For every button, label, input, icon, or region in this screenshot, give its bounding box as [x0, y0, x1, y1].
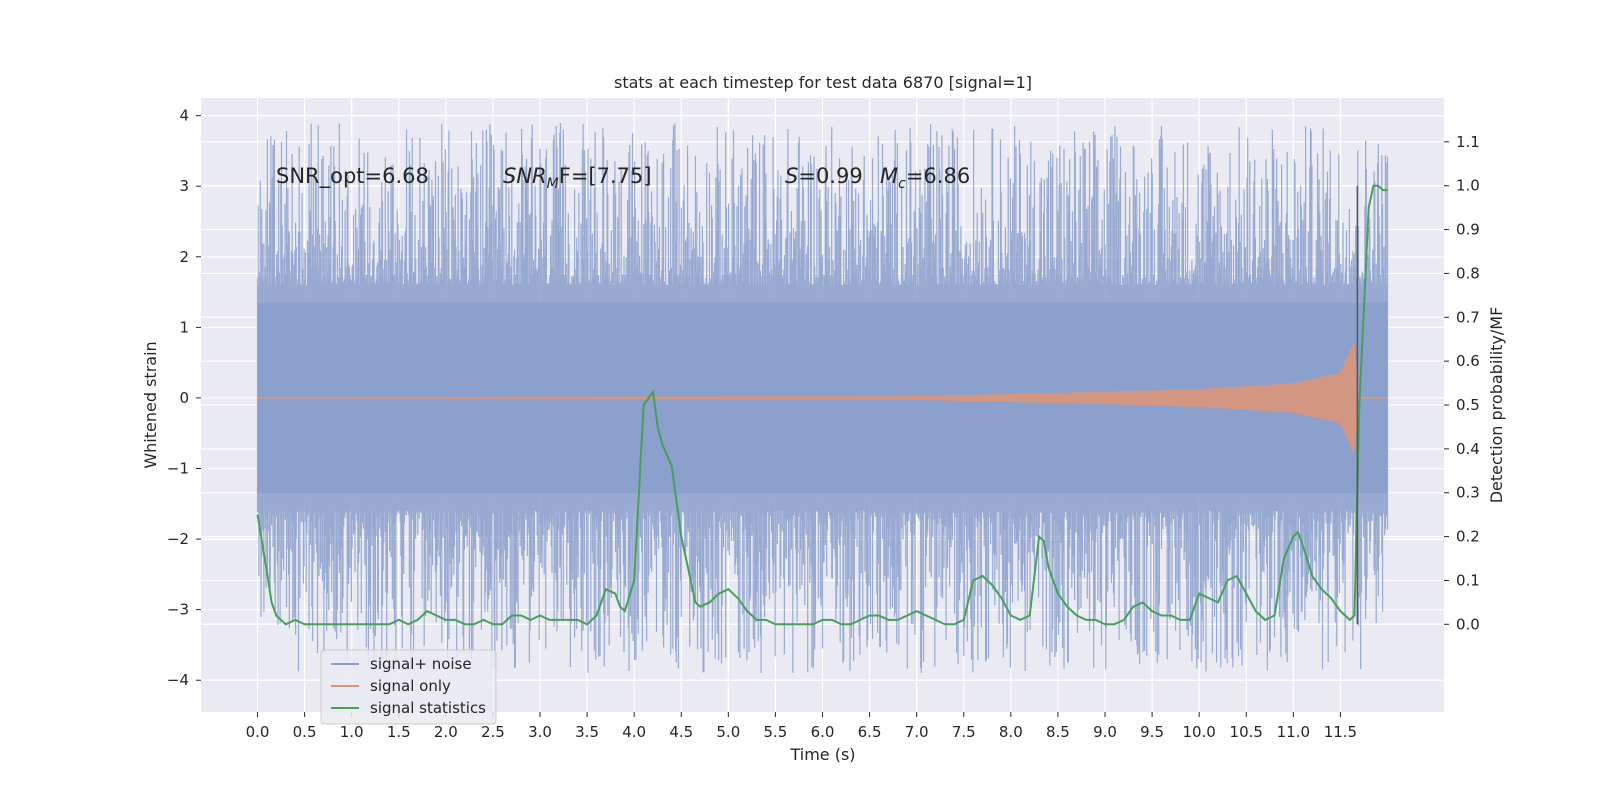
right-y-tick-label: 0.8: [1456, 264, 1480, 282]
left-y-tick-label: 0: [179, 389, 189, 407]
annotation-mc-subscript: c: [898, 176, 906, 192]
x-tick-label: 1.5: [387, 723, 411, 741]
series-signal-statistics: [256, 184, 1388, 626]
x-tick-label: 2.0: [434, 723, 458, 741]
x-tick-label: 3.5: [575, 723, 599, 741]
x-tick-label: 4.0: [622, 723, 646, 741]
right-y-tick-label: 0.7: [1456, 308, 1480, 326]
right-y-tick-label: 0.0: [1456, 615, 1480, 633]
right-y-tick-label: 1.1: [1456, 133, 1480, 151]
left-y-tick-label: 2: [179, 248, 189, 266]
chart-title: stats at each timestep for test data 687…: [614, 73, 1032, 92]
left-y-tick-label: −1: [167, 460, 189, 478]
annotation-mc-value: =6.86: [906, 164, 970, 188]
left-y-axis-ticks: −4 −3 −2 −1 0 1 2 3 4: [167, 107, 201, 689]
x-tick-label: 0.5: [293, 723, 317, 741]
annotation-mc-symbol: M: [880, 164, 898, 188]
annotation-snr-mf-symbol: SNR: [503, 164, 547, 188]
x-axis-label: Time (s): [789, 745, 855, 764]
legend-label-signal-statistics: signal statistics: [370, 699, 486, 717]
legend-box: [320, 649, 497, 725]
annotation-s: S=0.99: [785, 164, 863, 188]
left-y-tick-label: −4: [167, 671, 189, 689]
right-y-tick-label: 0.5: [1456, 396, 1480, 414]
x-tick-label: 6.5: [858, 723, 882, 741]
left-y-tick-label: −2: [167, 530, 189, 548]
x-tick-label: 8.0: [999, 723, 1023, 741]
annotation-snr-mf: SNRMF=[7.75]: [503, 164, 652, 192]
noise-trace: [256, 123, 1389, 673]
x-tick-label: 2.5: [481, 723, 505, 741]
x-tick-label: 7.0: [905, 723, 929, 741]
left-y-axis-label: Whitened strain: [141, 341, 160, 468]
annotation-mc: Mc=6.86: [880, 164, 970, 192]
right-y-axis-ticks: 0.0 0.1 0.2 0.3 0.4 0.5 0.6 0.7 0.8 0.9 1.0 1.1: [1444, 133, 1480, 633]
annotation-snr-mf-value: F=[7.75]: [559, 164, 652, 188]
legend-label-signal-noise: signal+ noise: [370, 655, 472, 673]
right-y-tick-label: 0.9: [1456, 221, 1480, 239]
right-y-tick-label: 0.3: [1456, 484, 1480, 502]
x-tick-label: 4.5: [669, 723, 693, 741]
x-axis-ticks: 0.0 0.5 1.0 1.5 2.0 2.5 3.0 3.5 4.0 4.5 5.0 5.5 6.0 6…: [246, 712, 1357, 741]
x-tick-label: 9.5: [1140, 723, 1164, 741]
right-y-axis-label: Detection probability/MF: [1487, 307, 1506, 504]
x-tick-label: 1.0: [340, 723, 364, 741]
x-tick-label: 5.0: [716, 723, 740, 741]
x-tick-label: 10.0: [1182, 723, 1215, 741]
right-y-tick-label: 0.6: [1456, 352, 1480, 370]
right-y-tick-label: 1.0: [1456, 177, 1480, 195]
left-y-tick-label: −3: [167, 601, 189, 619]
x-tick-label: 5.5: [763, 723, 787, 741]
x-tick-label: 10.5: [1230, 723, 1263, 741]
signal-statistics-line: [256, 184, 1388, 626]
annotation-s-value: =0.99: [798, 164, 862, 188]
x-tick-label: 11.5: [1324, 723, 1357, 741]
right-y-tick-label: 0.2: [1456, 528, 1480, 546]
x-tick-label: 9.0: [1093, 723, 1117, 741]
annotation-snr-opt: SNR_opt=6.68: [276, 164, 429, 189]
left-y-tick-label: 1: [179, 318, 189, 336]
x-tick-label: 6.0: [811, 723, 835, 741]
annotation-snr-mf-subscript: M: [547, 176, 559, 192]
x-tick-label: 3.0: [528, 723, 552, 741]
right-y-tick-label: 0.1: [1456, 571, 1480, 589]
legend: signal+ noise signal only signal statist…: [320, 649, 497, 725]
right-y-tick-label: 0.4: [1456, 440, 1480, 458]
x-tick-label: 7.5: [952, 723, 976, 741]
legend-label-signal-only: signal only: [370, 677, 451, 695]
x-tick-label: 8.5: [1046, 723, 1070, 741]
annotation-s-symbol: S: [785, 164, 798, 188]
x-tick-label: 0.0: [246, 723, 270, 741]
left-y-tick-label: 4: [179, 107, 189, 125]
x-tick-label: 11.0: [1277, 723, 1310, 741]
left-y-tick-label: 3: [179, 177, 189, 195]
